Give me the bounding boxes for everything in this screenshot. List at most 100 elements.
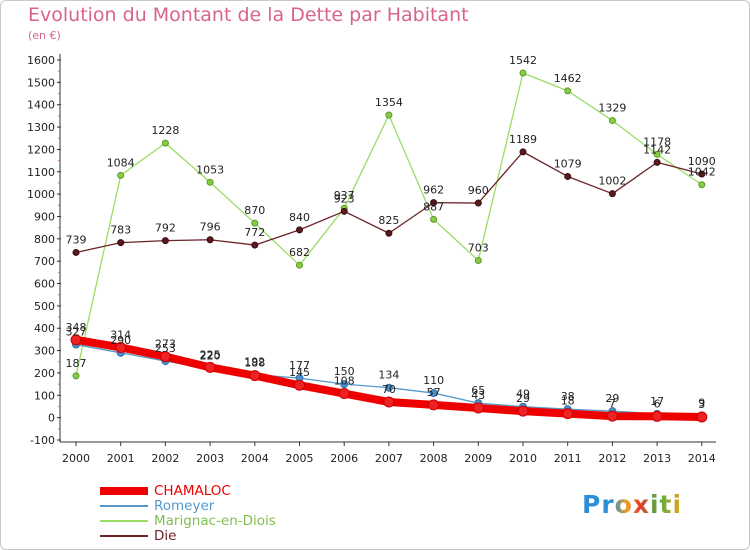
data-point-die [296,226,303,234]
data-point-chamaloc [696,411,708,423]
data-label-chamaloc: 225 [200,348,221,361]
data-label-marignac-en-diois: 1042 [688,166,716,179]
data-point-chamaloc [562,408,574,420]
data-point-chamaloc [651,410,663,422]
data-label-chamaloc: 43 [471,389,485,402]
data-point-die [117,239,125,247]
data-point-die [340,207,348,215]
data-point-marignac-en-diois [698,181,706,189]
data-point-die [698,170,706,178]
x-tick-label: 2005 [286,452,314,465]
data-label-marignac-en-diois: 1354 [375,96,403,109]
data-label-romeyer: 177 [289,359,310,372]
data-label-marignac-en-diois: 187 [66,357,87,370]
data-label-chamaloc: 108 [334,375,355,388]
y-tick-label: 800 [34,233,55,246]
data-label-marignac-en-diois: 887 [423,200,444,213]
data-label-chamaloc: 273 [155,338,176,351]
data-label-die: 962 [423,184,444,197]
y-tick-label: 1100 [27,166,55,179]
data-label-chamaloc: 348 [66,321,87,334]
data-label-marignac-en-diois: 682 [289,246,310,259]
legend-label-romeyer: Romeyer [154,498,215,514]
x-tick-label: 2012 [598,452,626,465]
data-label-romeyer: 65 [471,384,485,397]
y-tick-label: 600 [34,278,55,291]
data-point-die [72,248,80,256]
data-label-die: 1090 [688,155,716,168]
data-point-marignac-en-diois [296,261,303,269]
data-label-romeyer: 49 [516,388,530,401]
data-label-marignac-en-diois: 1084 [107,156,135,169]
y-tick-label: 1000 [27,188,55,201]
x-tick-label: 2000 [62,452,90,465]
data-point-marignac-en-diois [385,111,393,119]
data-label-die: 960 [468,184,489,197]
data-point-romeyer [429,389,438,398]
data-label-chamaloc: 188 [244,357,265,370]
data-label-marignac-en-diois: 1329 [598,102,626,115]
data-label-romeyer: 253 [155,342,176,355]
data-point-chamaloc [115,341,127,353]
legend-swatch-chamaloc [100,487,148,495]
x-tick-label: 2003 [196,452,224,465]
x-tick-label: 2013 [643,452,671,465]
data-label-romeyer: 110 [423,374,444,387]
y-tick-label: 1500 [27,76,55,89]
data-label-romeyer: 150 [334,365,355,378]
data-label-chamaloc: 6 [654,397,661,410]
data-point-marignac-en-diois [430,215,438,223]
data-label-marignac-en-diois: 937 [334,189,355,202]
data-point-marignac-en-diois [72,372,80,380]
y-tick-label: 1600 [27,54,55,67]
data-point-marignac-en-diois [519,69,527,77]
x-tick-label: 2004 [241,452,269,465]
y-tick-label: 700 [34,255,55,268]
data-label-chamaloc: 29 [516,392,530,405]
data-point-chamaloc [338,388,350,400]
data-label-romeyer: 38 [561,390,575,403]
data-label-die: 792 [155,222,176,235]
data-label-die: 796 [200,221,221,234]
data-label-chamaloc: 314 [110,328,131,341]
data-point-die [161,237,169,245]
legend-label-marignac: Marignac-en-Diois [154,513,276,529]
series-line-die [75,151,703,254]
data-label-marignac-en-diois: 870 [244,204,265,217]
y-tick-label: 0 [48,412,55,425]
data-label-chamaloc: 7 [609,397,616,410]
data-point-chamaloc [294,379,305,391]
legend-label-die: Die [154,528,177,544]
x-tick-label: 2001 [107,452,135,465]
data-label-marignac-en-diois: 1228 [151,124,179,137]
data-label-romeyer: 220 [200,349,221,362]
data-label-chamaloc: 57 [427,386,441,399]
data-label-die: 1189 [509,133,537,146]
data-point-die [653,158,661,166]
data-label-chamaloc: 3 [698,398,705,411]
data-label-chamaloc: 70 [382,383,396,396]
data-point-marignac-en-diois [474,257,482,265]
data-label-marignac-en-diois: 1178 [643,135,671,148]
data-point-marignac-en-diois [251,219,259,227]
data-point-die [430,199,438,207]
data-label-die: 923 [334,192,355,205]
data-label-die: 772 [244,226,265,239]
data-point-marignac-en-diois [653,150,661,158]
data-label-chamaloc: 18 [561,395,575,408]
data-point-marignac-en-diois [608,117,616,125]
data-point-chamaloc [383,396,395,408]
y-tick-label: 200 [34,367,55,380]
data-label-die: 783 [110,224,131,237]
x-tick-label: 2014 [688,452,716,465]
x-tick-label: 2011 [554,452,582,465]
legend-swatch-die [100,535,148,537]
chart-title: Evolution du Montant de la Dette par Hab… [28,4,469,26]
data-point-marignac-en-diois [206,178,214,186]
data-label-die: 1142 [643,143,671,156]
data-label-die: 1002 [598,175,626,188]
data-point-die [385,229,393,237]
x-tick-label: 2008 [420,452,448,465]
data-point-die [474,199,482,207]
x-tick-label: 2002 [151,452,179,465]
